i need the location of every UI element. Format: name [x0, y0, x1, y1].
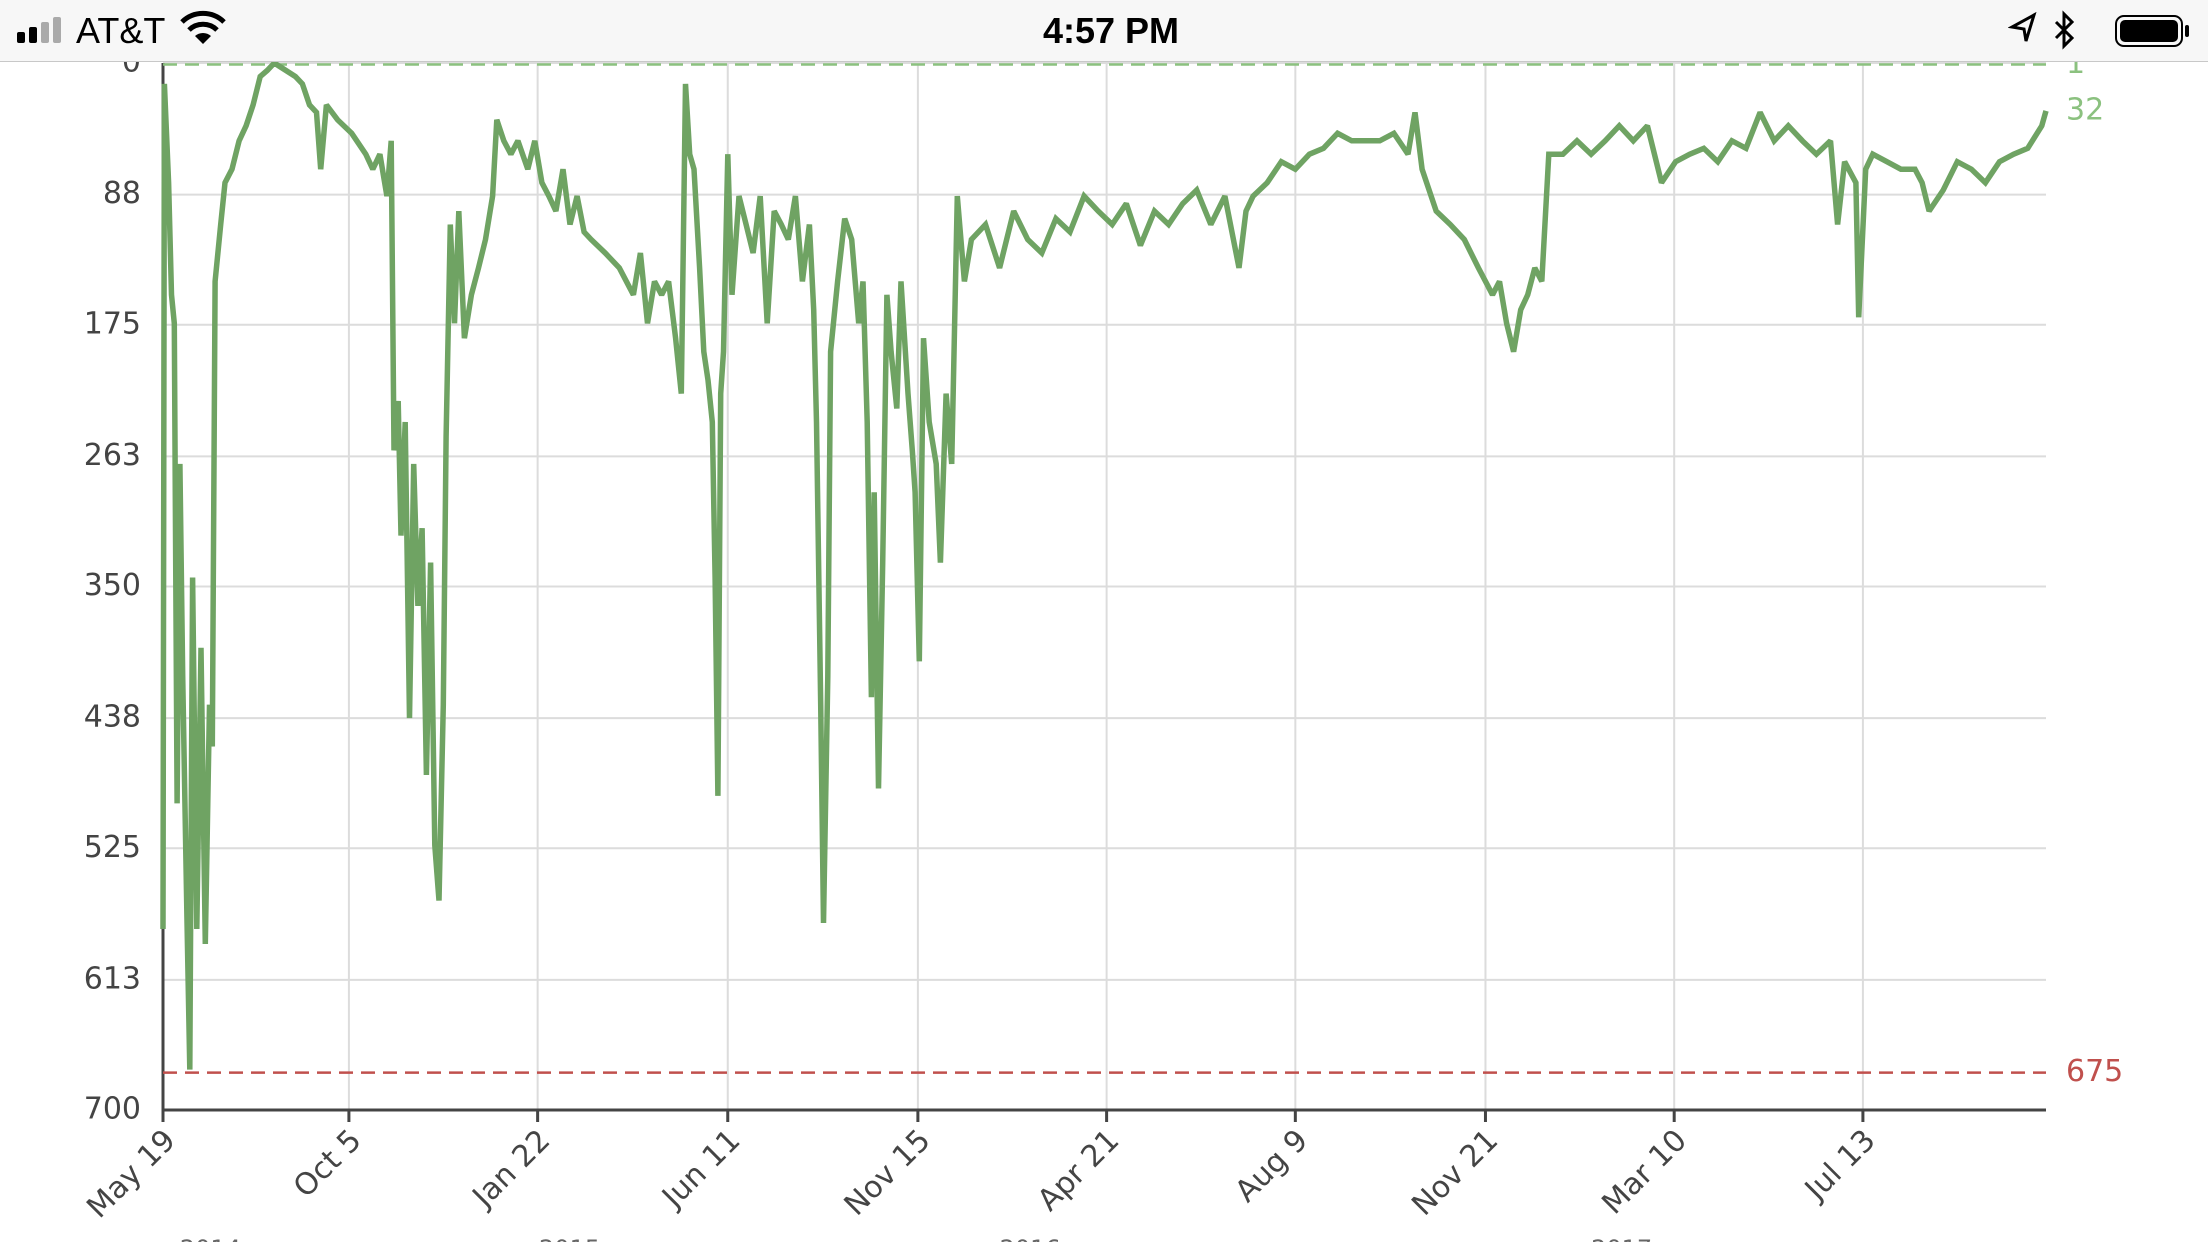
x-tick-label: Nov 21: [1405, 1123, 1505, 1223]
clock: 4:57 PM: [1042, 10, 1180, 51]
y-tick-label: 350: [84, 568, 141, 603]
y-tick-label: 88: [103, 176, 141, 211]
x-tick-label: Mar 10: [1595, 1123, 1694, 1222]
reference-label: 675: [2066, 1054, 2123, 1089]
carrier: AT&T: [76, 10, 166, 51]
y-tick-label: 175: [84, 306, 141, 341]
year-label: 2016: [1000, 1235, 1061, 1242]
status-icons: [2008, 10, 2189, 50]
x-tick-label: May 19: [80, 1123, 182, 1225]
wifi-icon: [180, 10, 226, 44]
y-tick-label: 438: [84, 700, 141, 735]
year-label: 2017: [1591, 1235, 1652, 1242]
x-tick-label: Nov 15: [838, 1123, 938, 1223]
x-tick-label: Oct 5: [287, 1123, 369, 1205]
last-value-label: 32: [2066, 92, 2104, 127]
y-tick-label: 263: [84, 438, 141, 473]
data-line: [160, 59, 2049, 1070]
x-tick-label: Apr 21: [1031, 1123, 1126, 1218]
x-tick-label: Jul 13: [1797, 1123, 1882, 1208]
y-tick-label: 613: [84, 961, 141, 996]
x-tick-label: Jun 11: [654, 1123, 747, 1216]
y-tick-label: 700: [84, 1092, 141, 1127]
year-label: 2015: [539, 1235, 600, 1242]
y-tick-label: 525: [84, 830, 141, 865]
signal-icon: [17, 17, 61, 43]
year-label: 2014: [180, 1235, 241, 1242]
x-tick-label: Aug 9: [1229, 1123, 1315, 1209]
status-bar: AT&T 4:57 PM: [0, 0, 2208, 62]
x-tick-label: Jan 22: [465, 1123, 558, 1216]
